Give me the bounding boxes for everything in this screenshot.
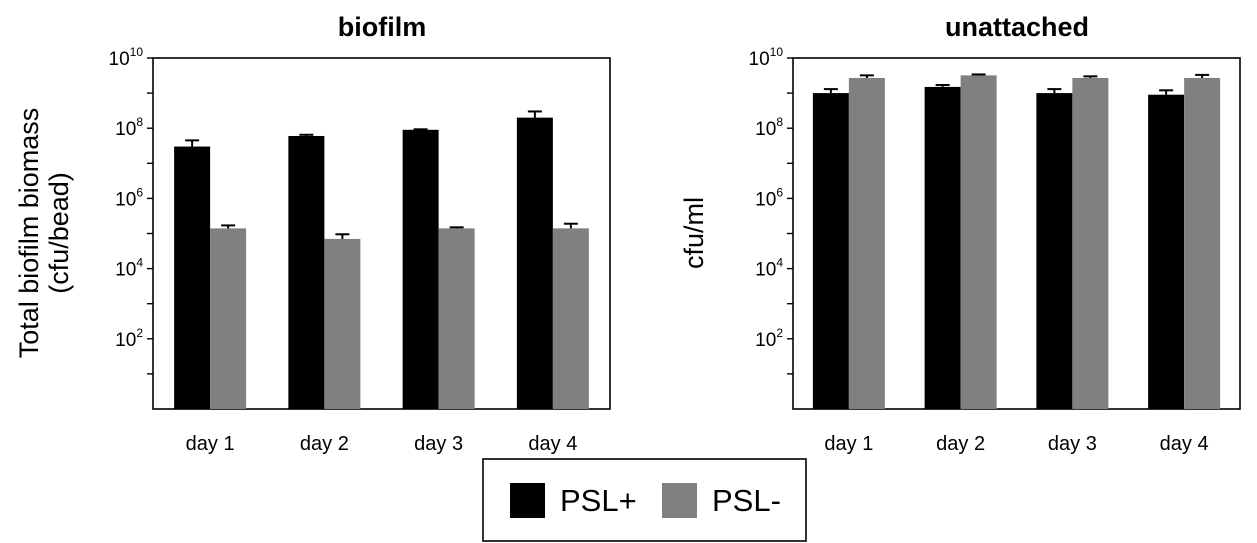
legend: PSL+ PSL-: [482, 458, 807, 542]
y-tick-exponent: 2: [136, 326, 143, 340]
bar-PSLminus-day-1: [210, 228, 247, 409]
y-tick-exponent: 6: [776, 185, 783, 199]
bar-PSLminus-day-2: [324, 238, 361, 409]
y-tick-exponent: 4: [136, 256, 143, 270]
bar-PSLplus-day-4: [1148, 94, 1185, 409]
y-axis-label: cfu/ml: [679, 197, 709, 269]
y-tick-base: 10: [755, 119, 776, 140]
bar-PSLplus-day-3: [1036, 93, 1073, 409]
bar-PSLplus-day-2: [288, 135, 325, 410]
bar-PSLplus-day-4: [516, 117, 553, 409]
y-tick-label: 108: [115, 115, 143, 140]
y-tick-exponent: 8: [136, 115, 143, 129]
legend-swatch: [510, 483, 545, 518]
bar-PSLminus-day-4: [552, 228, 589, 409]
x-tick-label: day 3: [414, 433, 463, 455]
y-axis-label: Total biofilm biomass: [14, 108, 44, 359]
bar-PSLplus-day-2: [924, 86, 961, 410]
y-tick-base: 10: [749, 49, 770, 70]
y-tick-base: 10: [115, 260, 136, 281]
chart-title: unattached: [945, 12, 1089, 42]
y-tick-base: 10: [115, 119, 136, 140]
y-tick-base: 10: [755, 189, 776, 210]
x-tick-label: day 1: [824, 433, 873, 455]
y-tick-label: 104: [755, 256, 783, 281]
y-tick-base: 10: [755, 260, 776, 281]
x-tick-label: day 2: [300, 433, 349, 455]
bar-PSLminus-day-2: [960, 75, 997, 409]
y-tick-label: 106: [115, 185, 143, 210]
y-tick-exponent: 4: [776, 256, 783, 270]
bar-PSLplus-day-1: [812, 93, 849, 409]
y-tick-base: 10: [109, 49, 130, 70]
y-tick-exponent: 10: [130, 45, 144, 59]
y-tick-base: 10: [115, 330, 136, 351]
y-tick-label: 1010: [749, 45, 784, 70]
bar-PSLminus-day-1: [848, 77, 885, 409]
x-tick-label: day 2: [936, 433, 985, 455]
y-tick-label: 104: [115, 256, 143, 281]
bar-PSLminus-day-3: [1072, 77, 1109, 409]
y-tick-base: 10: [755, 330, 776, 351]
y-tick-label: 102: [115, 326, 143, 351]
y-tick-base: 10: [115, 189, 136, 210]
y-tick-label: 102: [755, 326, 783, 351]
y-tick-label: 106: [755, 185, 783, 210]
bar-PSLminus-day-3: [438, 228, 475, 409]
y-tick-exponent: 8: [776, 115, 783, 129]
chart-title: biofilm: [338, 12, 427, 42]
legend-label: PSL+: [560, 483, 637, 518]
y-tick-exponent: 6: [136, 185, 143, 199]
x-tick-label: day 1: [186, 433, 235, 455]
y-axis-label: (cfu/bead): [44, 172, 74, 294]
legend-swatch: [662, 483, 697, 518]
x-tick-label: day 4: [1160, 433, 1209, 455]
x-tick-label: day 4: [528, 433, 577, 455]
y-tick-label: 1010: [109, 45, 144, 70]
bar-PSLplus-day-3: [402, 129, 439, 409]
y-tick-label: 108: [755, 115, 783, 140]
y-tick-exponent: 10: [770, 45, 784, 59]
bar-PSLplus-day-1: [174, 146, 211, 409]
x-tick-label: day 3: [1048, 433, 1097, 455]
y-tick-exponent: 2: [776, 326, 783, 340]
bar-PSLminus-day-4: [1184, 77, 1221, 409]
legend-label: PSL-: [712, 483, 781, 518]
